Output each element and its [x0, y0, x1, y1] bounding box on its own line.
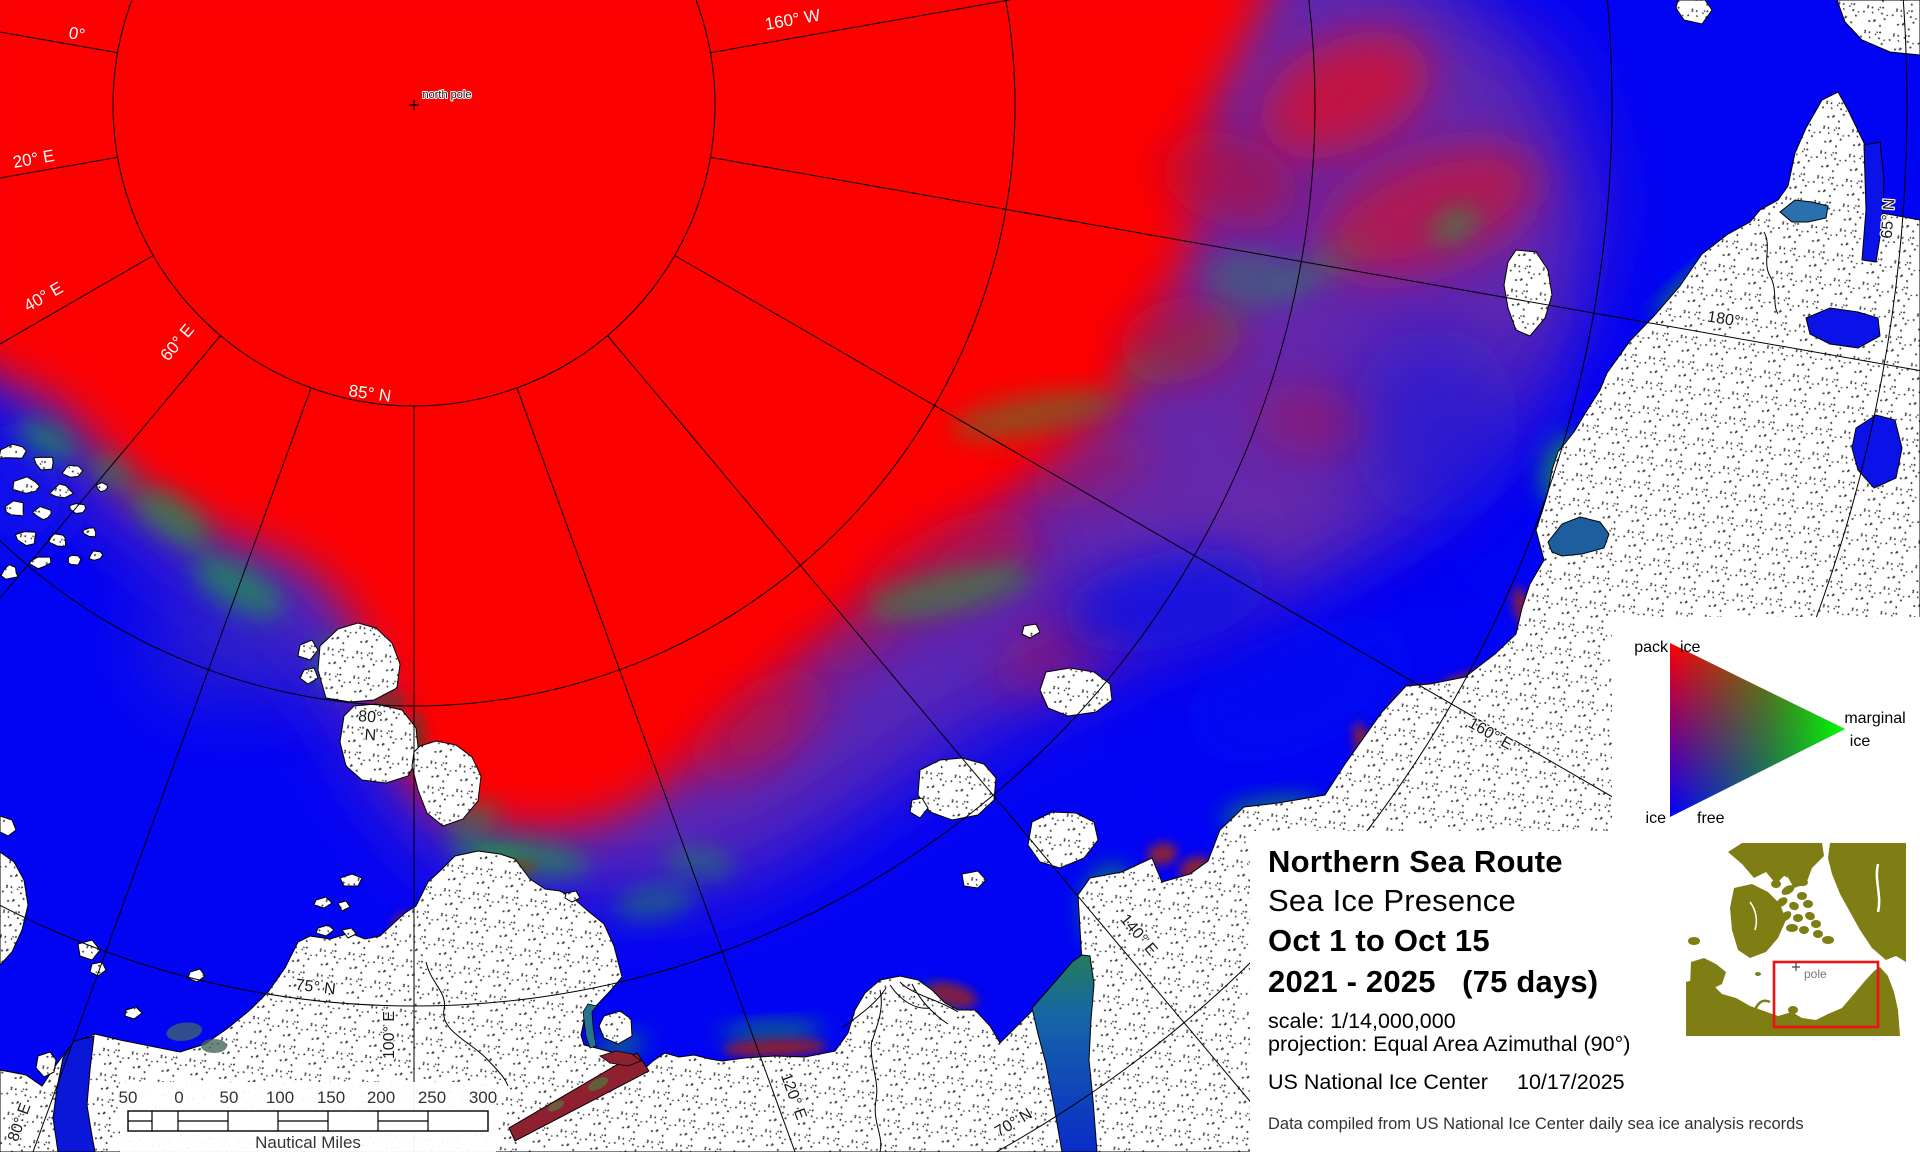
svg-text:N: N — [364, 727, 377, 745]
svg-text:Oct 1 to Oct 15: Oct 1 to Oct 15 — [1268, 923, 1490, 958]
svg-text:marginal: marginal — [1844, 710, 1905, 727]
svg-text:ice: ice — [1680, 639, 1701, 656]
svg-text:65° N: 65° N — [1879, 198, 1899, 239]
svg-text:50: 50 — [220, 1088, 239, 1107]
svg-text:100° E: 100° E — [381, 1011, 398, 1059]
svg-text:ice: ice — [1646, 810, 1667, 827]
svg-text:free: free — [1697, 810, 1725, 827]
svg-text:0: 0 — [174, 1088, 183, 1107]
svg-text:0°: 0° — [67, 23, 86, 45]
svg-text:projection: Equal Area Azimuth: projection: Equal Area Azimuthal (90°) — [1268, 1032, 1630, 1056]
svg-text:scale: 1/14,000,000: scale: 1/14,000,000 — [1268, 1009, 1456, 1033]
svg-text:10/17/2025: 10/17/2025 — [1517, 1070, 1625, 1094]
svg-text:Nautical Miles: Nautical Miles — [255, 1133, 361, 1152]
svg-text:200: 200 — [367, 1088, 395, 1107]
svg-text:pole: pole — [1804, 967, 1827, 981]
svg-text:150: 150 — [317, 1088, 345, 1107]
svg-text:250: 250 — [418, 1088, 446, 1107]
svg-text:Data compiled from US National: Data compiled from US National Ice Cente… — [1268, 1115, 1804, 1133]
svg-text:300: 300 — [469, 1088, 497, 1107]
svg-text:100: 100 — [266, 1088, 294, 1107]
svg-text:north pole: north pole — [423, 89, 472, 101]
svg-text:Northern Sea Route: Northern Sea Route — [1268, 844, 1563, 879]
svg-text:Sea Ice Presence: Sea Ice Presence — [1268, 883, 1516, 918]
svg-text:50: 50 — [119, 1088, 138, 1107]
svg-text:2021 - 2025 (75 days): 2021 - 2025 (75 days) — [1268, 964, 1598, 999]
svg-text:ice: ice — [1850, 733, 1871, 750]
svg-text:80°: 80° — [358, 708, 383, 727]
svg-text:pack: pack — [1634, 639, 1669, 656]
svg-text:US National Ice Center: US National Ice Center — [1268, 1070, 1488, 1094]
